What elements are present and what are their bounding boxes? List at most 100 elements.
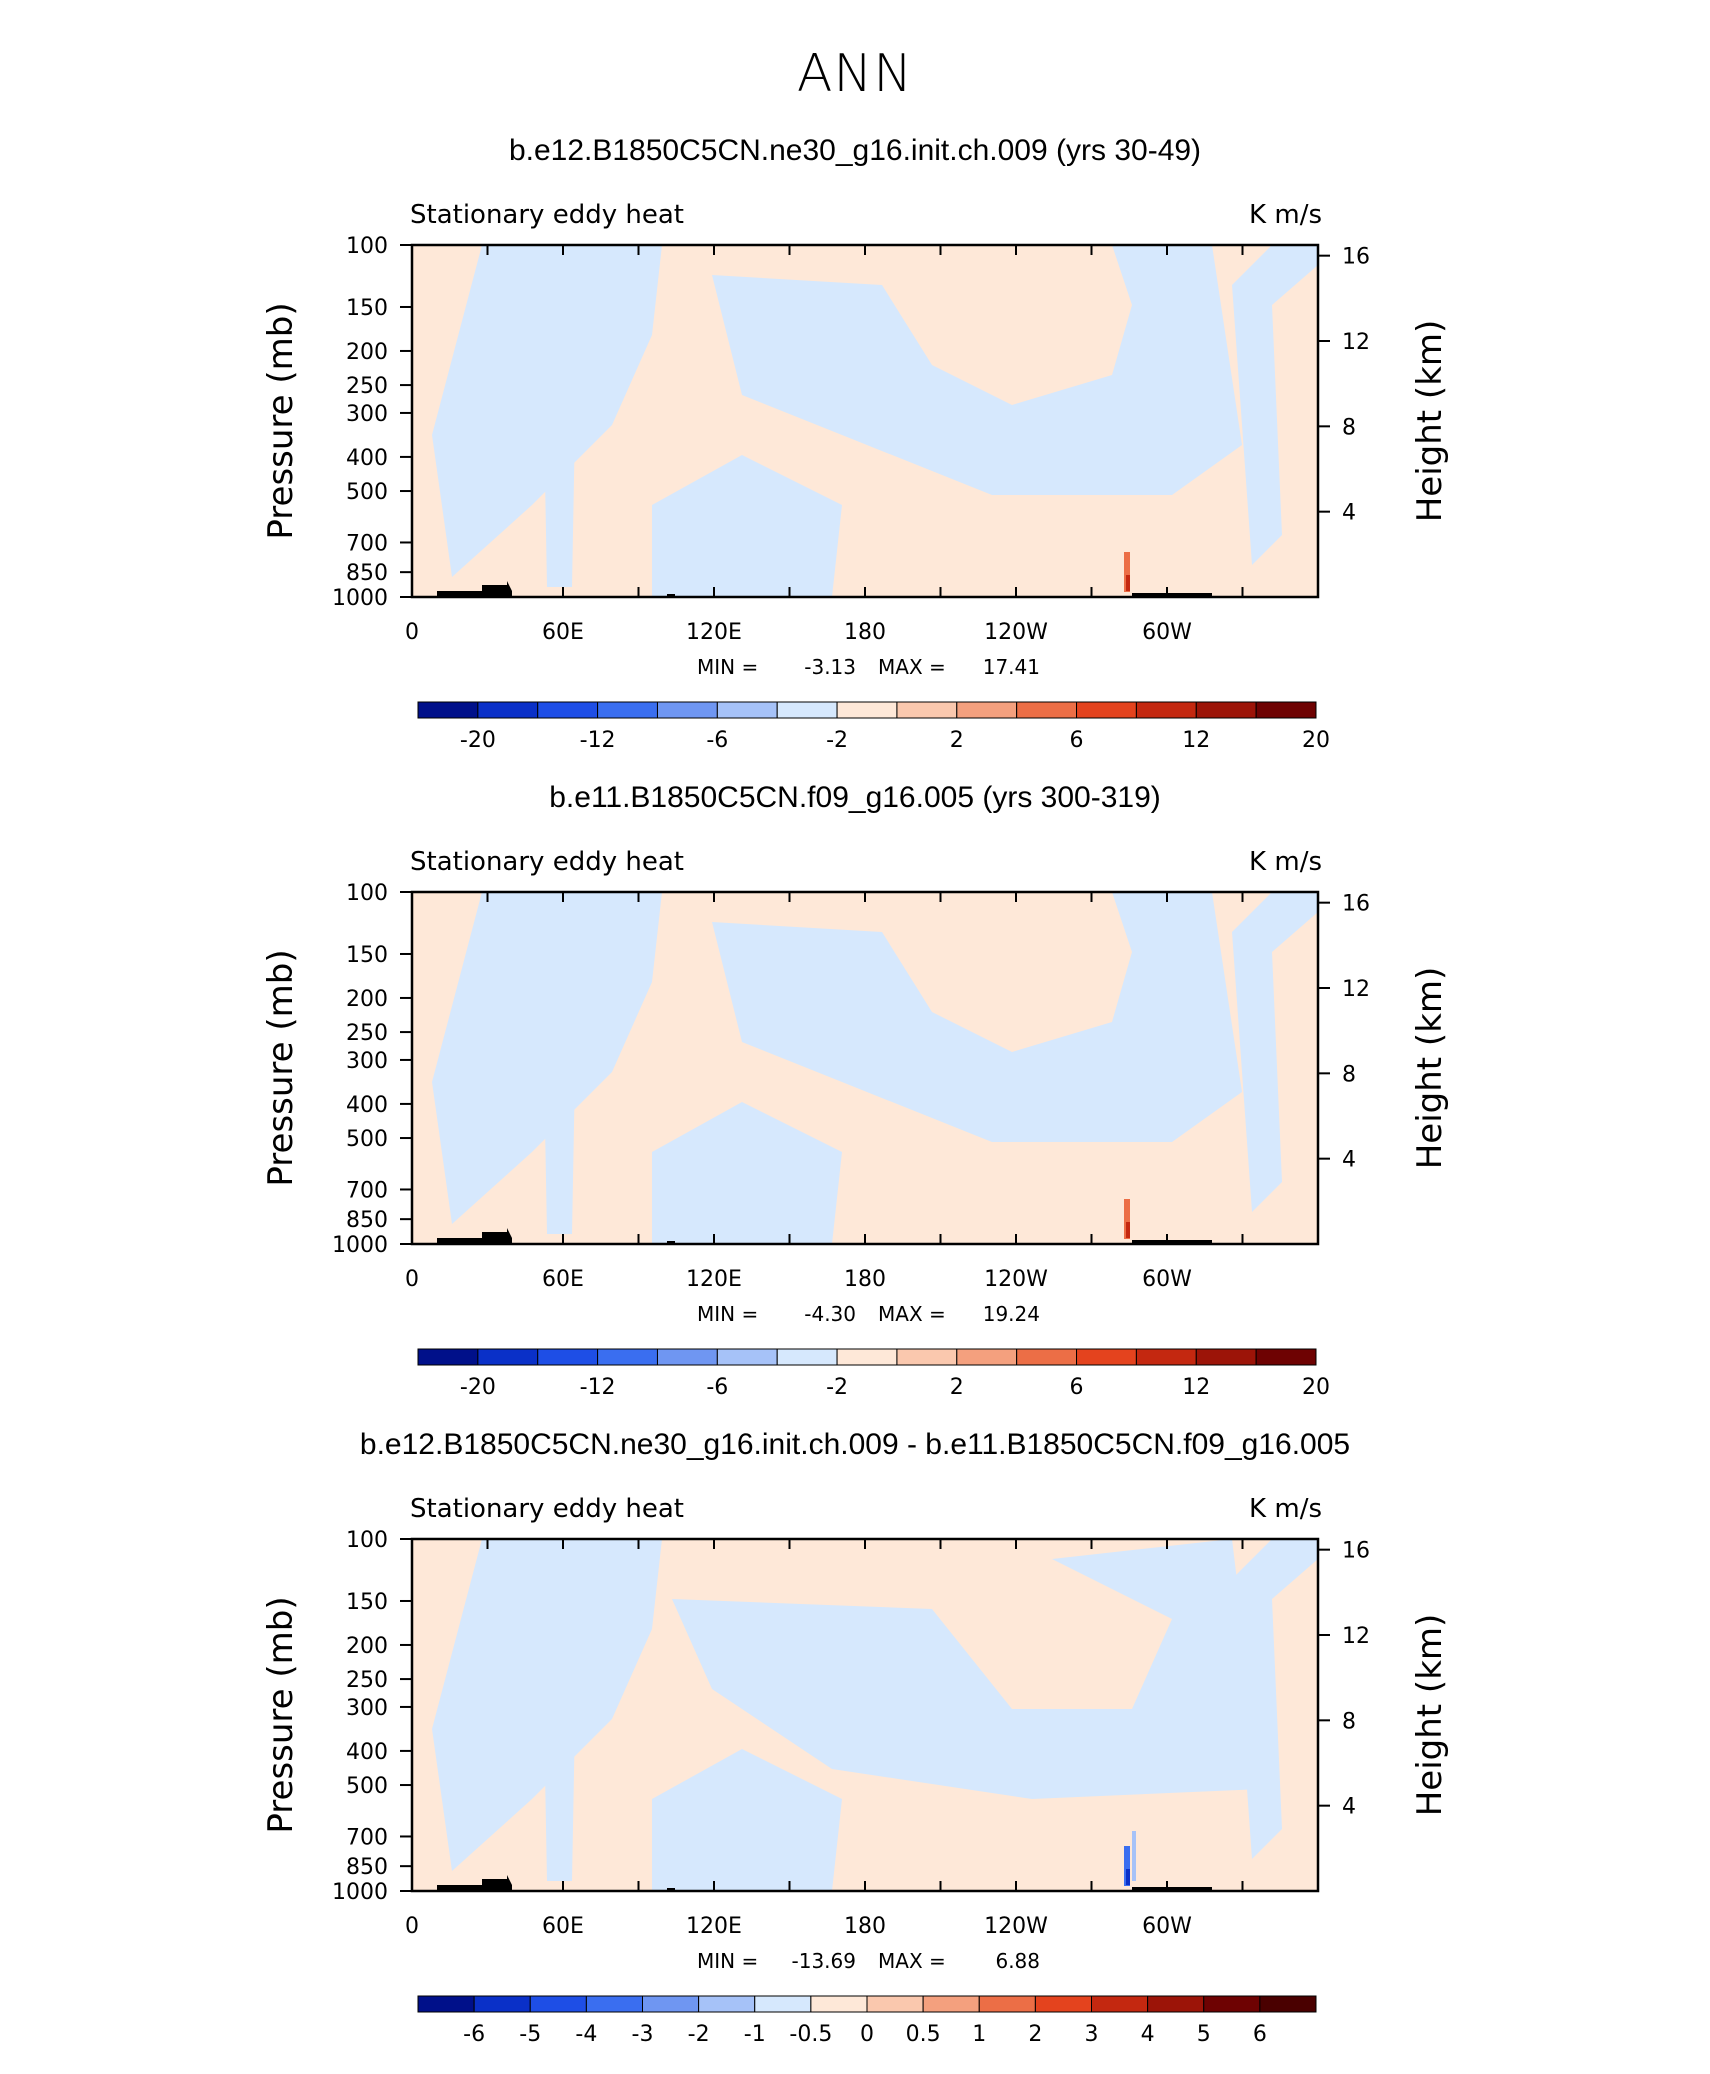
panel-1-group bbox=[400, 243, 1330, 719]
pressure-tick-label: 400 bbox=[346, 1740, 388, 1765]
min-value: -13.69 bbox=[792, 1949, 856, 1973]
min-value: -3.13 bbox=[804, 655, 856, 679]
pressure-tick-label: 250 bbox=[346, 1021, 388, 1046]
left-string: Stationary eddy heat bbox=[410, 1494, 684, 1524]
x-tick-label: 180 bbox=[844, 1914, 886, 1939]
topography-islands bbox=[667, 1241, 675, 1244]
contour-negative-region bbox=[542, 1609, 577, 1881]
andes-extreme-core bbox=[1126, 1869, 1130, 1885]
colorbar-label: 0 bbox=[860, 2022, 874, 2047]
colorbar-swatch bbox=[417, 1995, 475, 2013]
x-tick-label: 180 bbox=[844, 1267, 886, 1292]
colorbar-swatch bbox=[896, 1348, 958, 1366]
colorbar-label: 20 bbox=[1302, 728, 1330, 753]
max-value: 6.88 bbox=[995, 1949, 1040, 1973]
colorbar-swatch bbox=[1135, 1348, 1197, 1366]
left-string: Stationary eddy heat bbox=[410, 847, 684, 877]
pressure-tick-label: 200 bbox=[346, 987, 388, 1012]
pressure-tick-label: 1000 bbox=[332, 1233, 388, 1258]
height-tick-label: 4 bbox=[1342, 1795, 1356, 1820]
height-tick-label: 4 bbox=[1342, 501, 1356, 526]
x-tick-label: 120E bbox=[686, 1267, 742, 1292]
colorbar-swatch bbox=[597, 1348, 658, 1366]
contour-negative-region bbox=[712, 892, 1242, 1142]
colorbar-label: -12 bbox=[580, 1375, 616, 1400]
contour-negative-region bbox=[1232, 1539, 1318, 1859]
x-tick-label: 60E bbox=[542, 1267, 584, 1292]
height-tick-label: 16 bbox=[1342, 245, 1370, 270]
colorbar-label: 6 bbox=[1070, 728, 1084, 753]
contour-negative-region bbox=[542, 962, 577, 1234]
colorbar-swatch bbox=[1034, 1995, 1092, 2013]
colorbar-label: 20 bbox=[1302, 1375, 1330, 1400]
pressure-tick-label: 700 bbox=[346, 531, 388, 556]
colorbar-swatch bbox=[922, 1995, 980, 2013]
colorbar-swatch bbox=[1076, 1348, 1137, 1366]
x-tick-label: 0 bbox=[405, 1914, 419, 1939]
x-tick-label: 60W bbox=[1142, 620, 1192, 645]
colorbar-swatch bbox=[642, 1995, 700, 2013]
panel-2-group bbox=[400, 890, 1330, 1366]
topography-africa-asia bbox=[437, 1228, 512, 1244]
colorbar-swatch bbox=[529, 1995, 587, 2013]
colorbar-label: 6 bbox=[1253, 2022, 1267, 2047]
topography-africa-asia bbox=[437, 581, 512, 597]
colorbar-label: 2 bbox=[950, 1375, 964, 1400]
colorbar-label: 4 bbox=[1141, 2022, 1155, 2047]
x-tick-label: 120W bbox=[984, 1267, 1048, 1292]
height-tick-label: 8 bbox=[1342, 1062, 1356, 1087]
main-title: ANN bbox=[796, 44, 914, 104]
x-tick-label: 120W bbox=[984, 1914, 1048, 1939]
colorbar-swatch bbox=[1016, 701, 1078, 719]
colorbar-swatch bbox=[1203, 1995, 1261, 2013]
colorbar-swatch bbox=[716, 1348, 778, 1366]
andes-extreme-column bbox=[1124, 1199, 1130, 1239]
pressure-tick-label: 200 bbox=[346, 340, 388, 365]
pressure-tick-label: 200 bbox=[346, 1634, 388, 1659]
pressure-tick-label: 300 bbox=[346, 402, 388, 427]
colorbar-label: 12 bbox=[1182, 1375, 1210, 1400]
pressure-tick-label: 500 bbox=[346, 1127, 388, 1152]
pressure-tick-label: 100 bbox=[346, 1528, 388, 1553]
height-tick-label: 12 bbox=[1342, 1624, 1370, 1649]
right-string: K m/s bbox=[1249, 847, 1322, 877]
colorbar-label: -20 bbox=[460, 728, 496, 753]
height-tick-label: 8 bbox=[1342, 415, 1356, 440]
y-axis-label: Pressure (mb) bbox=[261, 949, 301, 1186]
pressure-tick-label: 150 bbox=[346, 296, 388, 321]
colorbar-swatch bbox=[776, 1348, 838, 1366]
colorbar-swatch bbox=[477, 701, 539, 719]
colorbar-label: 5 bbox=[1197, 2022, 1211, 2047]
colorbar-label: 1 bbox=[972, 2022, 986, 2047]
colorbar-label: -6 bbox=[706, 728, 728, 753]
andes-extreme-column-secondary bbox=[1132, 1831, 1136, 1881]
height-tick-label: 16 bbox=[1342, 1539, 1370, 1564]
x-tick-label: 180 bbox=[844, 620, 886, 645]
colorbar-swatch bbox=[1135, 701, 1197, 719]
colorbar-swatch bbox=[1091, 1995, 1149, 2013]
topography-south-america bbox=[1132, 593, 1212, 597]
colorbar-label: 3 bbox=[1085, 2022, 1099, 2047]
colorbar-label: -2 bbox=[688, 2022, 710, 2047]
colorbar-label: -6 bbox=[463, 2022, 485, 2047]
topography-south-america bbox=[1132, 1240, 1212, 1244]
colorbar-swatch bbox=[656, 1348, 718, 1366]
colorbar-label: 6 bbox=[1070, 1375, 1084, 1400]
topography-south-america bbox=[1132, 1887, 1212, 1891]
pressure-tick-label: 150 bbox=[346, 943, 388, 968]
colorbar-swatch bbox=[1255, 701, 1317, 719]
colorbar-label: -4 bbox=[575, 2022, 597, 2047]
colorbar-swatch bbox=[810, 1995, 868, 2013]
colorbar-swatch bbox=[866, 1995, 924, 2013]
colorbar-label: -5 bbox=[519, 2022, 541, 2047]
colorbar-label: 12 bbox=[1182, 728, 1210, 753]
contour-negative-region bbox=[1232, 245, 1318, 565]
pressure-tick-label: 100 bbox=[346, 881, 388, 906]
contour-negative-region bbox=[712, 245, 1242, 495]
colorbar-label: -1 bbox=[744, 2022, 766, 2047]
pressure-tick-label: 300 bbox=[346, 1696, 388, 1721]
pressure-tick-label: 1000 bbox=[332, 1880, 388, 1905]
colorbar-label: -0.5 bbox=[789, 2022, 832, 2047]
colorbar-swatch bbox=[1147, 1995, 1205, 2013]
